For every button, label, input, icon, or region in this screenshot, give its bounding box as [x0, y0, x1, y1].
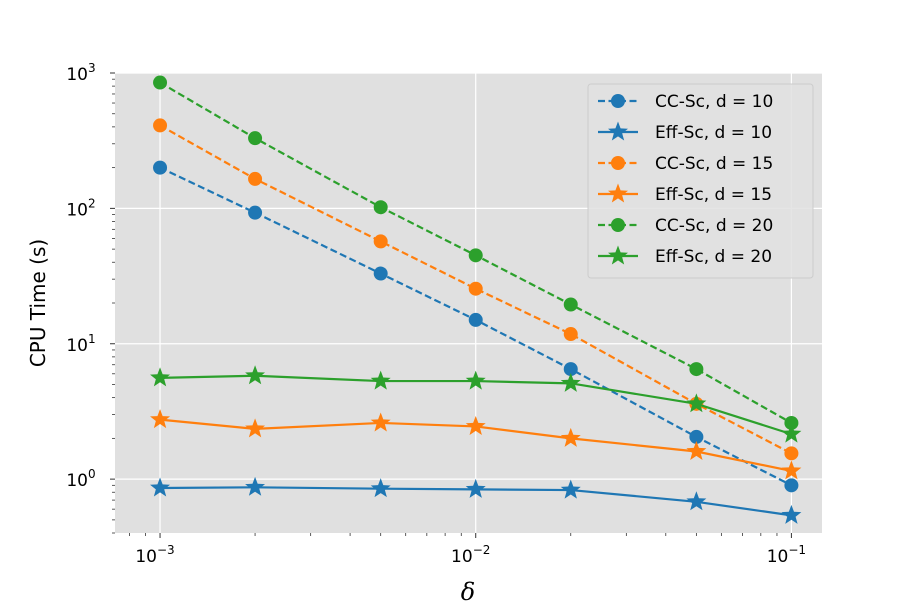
data-point: [781, 504, 802, 524]
data-point: [248, 205, 263, 220]
x-axis-label: δ: [461, 578, 475, 606]
data-point: [563, 327, 578, 342]
data-point: [560, 427, 581, 447]
legend-box: [587, 83, 814, 279]
x-tick-base: 10: [767, 547, 789, 567]
legend-label: CC-Sc, d = 10: [655, 92, 773, 112]
y-tick-label: 102: [66, 196, 95, 220]
series-3: [150, 409, 802, 480]
legend-label: CC-Sc, d = 20: [655, 216, 773, 236]
y-tick-base: 10: [66, 471, 88, 491]
data-point: [150, 409, 171, 429]
data-point: [784, 478, 799, 493]
data-point: [370, 370, 391, 390]
series-0: [153, 160, 799, 493]
series-4: [153, 75, 799, 430]
data-point: [370, 478, 391, 498]
y-tick-label: 101: [66, 332, 95, 356]
data-point: [465, 478, 486, 498]
data-point: [370, 412, 391, 432]
legend-label: CC-Sc, d = 15: [655, 154, 773, 174]
data-point: [560, 479, 581, 499]
y-tick-base: 10: [66, 200, 88, 220]
data-point: [563, 297, 578, 312]
y-tick-label: 100: [66, 467, 95, 491]
legend-entry: Eff-Sc, d = 10: [598, 121, 772, 143]
x-tick-label: 10−1: [767, 543, 806, 567]
data-point: [563, 362, 578, 377]
data-point: [373, 234, 388, 249]
y-tick-exp: 0: [88, 467, 96, 481]
legend-marker: [608, 245, 628, 265]
x-tick-label: 10−2: [451, 543, 490, 567]
legend: CC-Sc, d = 10 Eff-Sc, d = 10 CC-Sc, d = 15…: [587, 83, 814, 279]
y-tick-exp: 3: [88, 61, 96, 75]
data-point: [153, 160, 168, 175]
y-tick-base: 10: [66, 65, 88, 85]
data-point: [248, 131, 263, 146]
data-point: [153, 75, 168, 90]
data-point: [468, 248, 483, 263]
data-point: [689, 362, 704, 377]
legend-entry: Eff-Sc, d = 15: [598, 183, 772, 205]
legend-label: Eff-Sc, d = 20: [655, 247, 772, 267]
data-point: [150, 367, 171, 387]
legend-entry: CC-Sc, d = 10: [598, 92, 773, 112]
y-tick-exp: 2: [88, 196, 96, 210]
y-axis-label: CPU Time (s): [26, 239, 50, 367]
data-point: [560, 372, 581, 392]
x-tick-label: 10−3: [135, 543, 174, 567]
data-point: [781, 423, 802, 443]
data-point: [465, 415, 486, 435]
legend-marker: [611, 218, 625, 232]
y-tick-exp: 1: [88, 332, 96, 346]
data-point: [468, 281, 483, 296]
data-point: [784, 415, 799, 430]
x-tick-base: 10: [451, 547, 473, 567]
legend-label: Eff-Sc, d = 15: [655, 185, 772, 205]
y-tick-label: 103: [66, 61, 95, 85]
data-point: [153, 118, 168, 133]
data-point: [686, 393, 707, 413]
legend-entry: CC-Sc, d = 15: [598, 154, 773, 174]
legend-label: Eff-Sc, d = 10: [655, 123, 772, 143]
data-point: [373, 200, 388, 215]
data-point: [686, 491, 707, 511]
legend-marker: [608, 183, 628, 203]
data-point: [245, 365, 266, 385]
data-point: [373, 266, 388, 281]
series-layer: [150, 75, 802, 524]
y-tick-base: 10: [66, 336, 88, 356]
x-tick-base: 10: [135, 547, 157, 567]
data-point: [784, 446, 799, 461]
data-point: [248, 171, 263, 186]
legend-marker: [611, 156, 625, 170]
data-point: [245, 476, 266, 496]
data-point: [468, 312, 483, 327]
x-tick-exp: −3: [157, 543, 175, 557]
data-point: [686, 441, 707, 460]
data-point: [245, 418, 266, 438]
data-point: [689, 429, 704, 444]
x-tick-exp: −2: [473, 543, 491, 557]
legend-marker: [608, 121, 628, 141]
data-point: [150, 477, 171, 497]
legend-marker: [611, 94, 625, 108]
data-point: [781, 460, 802, 480]
legend-entry: Eff-Sc, d = 20: [598, 245, 772, 267]
series-5: [150, 365, 802, 443]
series-1: [150, 476, 802, 524]
data-point: [465, 370, 486, 390]
x-tick-exp: −1: [788, 543, 806, 557]
legend-entry: CC-Sc, d = 20: [598, 216, 773, 236]
